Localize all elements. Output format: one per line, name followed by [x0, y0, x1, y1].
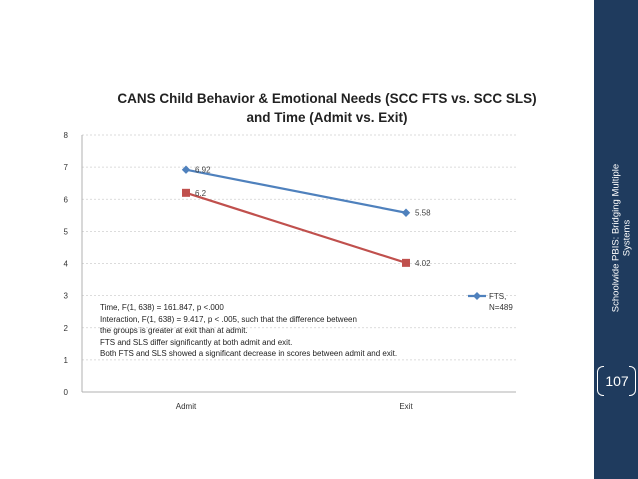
data-point — [181, 165, 191, 174]
y-tick-label: 3 — [64, 292, 69, 301]
series-group: 6.92 5.58 6.2 4.02 — [181, 165, 431, 268]
y-tick-label: 2 — [64, 324, 69, 333]
series-line — [185, 191, 407, 264]
legend: FTS, N=489 — [468, 292, 513, 312]
page-number: 107 — [605, 373, 629, 389]
chart-title-line: and Time (Admit vs. Exit) — [246, 110, 407, 125]
data-label: 4.02 — [415, 259, 431, 268]
sidebar — [594, 0, 638, 479]
chart-title: CANS Child Behavior & Emotional Needs (S… — [117, 91, 536, 125]
data-label: 5.58 — [415, 209, 431, 218]
y-tick-label: 4 — [64, 260, 69, 269]
series-line — [185, 168, 407, 214]
sidebar-title-line: Systems — [621, 219, 633, 257]
page-number-bracket-left — [597, 366, 604, 396]
note-line: the groups is greater at exit than at ad… — [100, 326, 248, 335]
legend-marker — [473, 292, 481, 300]
line-chart: 0 1 2 3 4 5 6 7 8 Admit Exit 6.92 5.58 6.2 4.02 CANS … — [64, 91, 537, 411]
data-point — [401, 208, 411, 217]
y-tick-label: 8 — [64, 131, 69, 140]
y-tick-label: 7 — [64, 163, 69, 172]
tick-labels: 0 1 2 3 4 5 6 7 8 Admit Exit — [64, 131, 414, 411]
y-tick-label: 6 — [64, 195, 69, 204]
data-point — [402, 258, 410, 267]
chart-title-line: CANS Child Behavior & Emotional Needs (S… — [117, 91, 536, 106]
note-line: Interaction, F(1, 638) = 9.417, p < .005… — [100, 314, 357, 324]
note-line: Time, F(1, 638) = 161.847, p <.000 — [100, 303, 224, 312]
data-point — [182, 188, 190, 197]
y-tick-label: 1 — [64, 356, 69, 365]
y-tick-label: 0 — [64, 388, 69, 397]
axes — [81, 135, 516, 393]
legend-label: FTS, — [489, 292, 506, 301]
note-line: Both FTS and SLS showed a significant de… — [100, 349, 398, 358]
gridlines — [82, 134, 516, 361]
x-tick-label: Exit — [399, 402, 413, 411]
legend-label: N=489 — [489, 303, 513, 312]
data-label: 6.92 — [195, 166, 211, 175]
x-tick-label: Admit — [176, 402, 197, 411]
y-tick-label: 5 — [64, 227, 69, 236]
statistics-note: Time, F(1, 638) = 161.847, p <.000 Inter… — [100, 302, 397, 360]
data-label: 6.2 — [195, 189, 207, 198]
sidebar-title-line: Schoolwide PBIS: Bridging Multiple — [610, 163, 622, 313]
note-line: FTS and SLS differ significantly at both… — [100, 337, 293, 347]
